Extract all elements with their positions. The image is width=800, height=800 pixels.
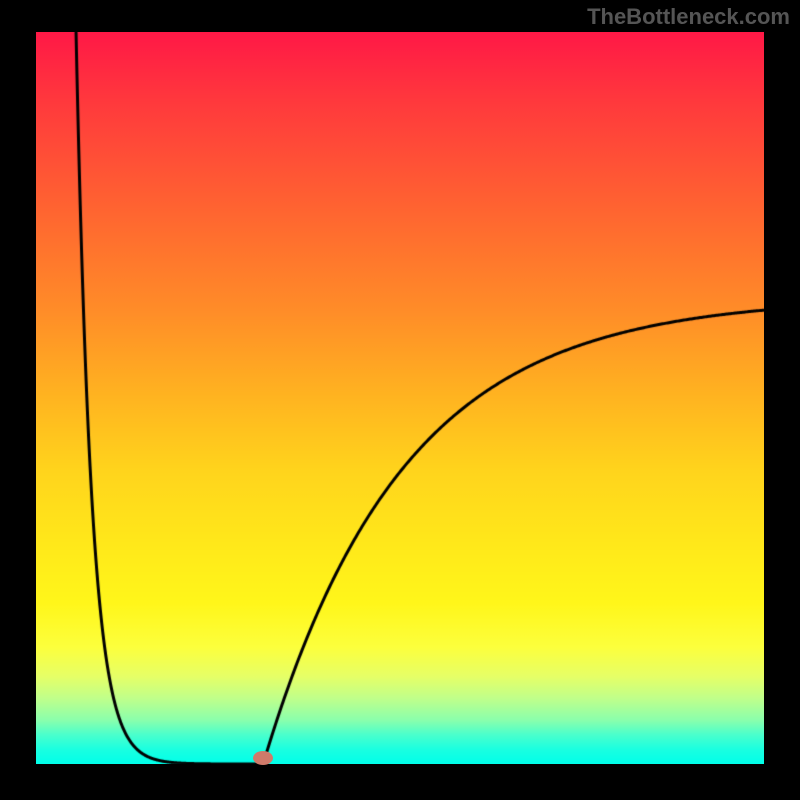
curve-canvas: [0, 0, 800, 800]
min-marker: [253, 751, 273, 765]
chart-container: TheBottleneck.com: [0, 0, 800, 800]
watermark-text: TheBottleneck.com: [587, 4, 790, 30]
